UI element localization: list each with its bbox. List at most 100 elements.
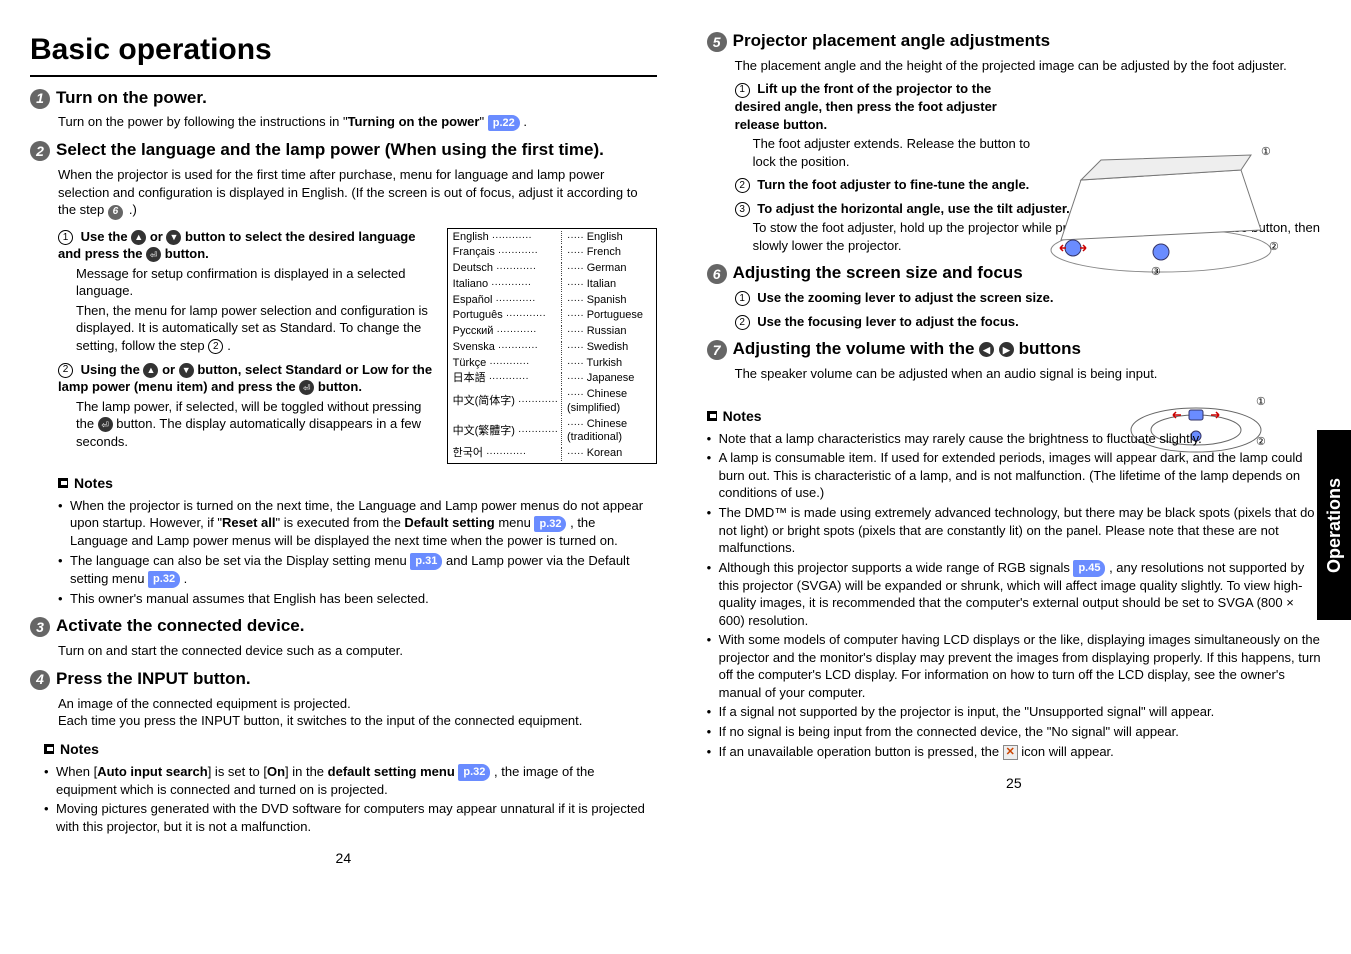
up-button-icon: ▲ bbox=[143, 363, 158, 378]
lang-native: Deutsch ············ bbox=[450, 262, 562, 276]
circled-2-icon: 2 bbox=[58, 363, 73, 378]
step-3-title: Activate the connected device. bbox=[56, 615, 304, 638]
note-item: The DMD™ is made using extremely advance… bbox=[707, 504, 1321, 557]
lang-native: Português ············ bbox=[450, 309, 562, 323]
lang-english: ····· French bbox=[564, 246, 654, 260]
lang-native: 中文(繁體字) ············ bbox=[450, 418, 562, 446]
step-4-p1: An image of the connected equipment is p… bbox=[58, 695, 657, 713]
lang-english: ····· Korean bbox=[564, 447, 654, 461]
step-2-intro: When the projector is used for the first… bbox=[58, 166, 657, 219]
substep-2: 2 Using the ▲ or ▼ button, select Standa… bbox=[58, 361, 439, 396]
note-item: Although this projector supports a wide … bbox=[707, 559, 1321, 630]
notes-heading: Notes bbox=[74, 474, 113, 493]
down-button-icon: ▼ bbox=[179, 363, 194, 378]
left-button-icon: ◀ bbox=[979, 342, 994, 357]
x-error-icon: ✕ bbox=[1003, 745, 1018, 760]
enter-button-icon: ⏎ bbox=[98, 417, 113, 432]
note-item: The language can also be set via the Dis… bbox=[58, 552, 657, 588]
substep-5-1: 1 Lift up the front of the projector to … bbox=[735, 80, 1035, 170]
lang-english: ····· Swedish bbox=[564, 341, 654, 355]
lang-native: Türkçe ············ bbox=[450, 357, 562, 371]
note-item: If an unavailable operation button is pr… bbox=[707, 743, 1321, 761]
substep-1: 1 Use the ▲ or ▼ button to select the de… bbox=[58, 228, 439, 263]
lang-english: ····· Turkish bbox=[564, 357, 654, 371]
svg-text:①: ① bbox=[1256, 396, 1266, 408]
note-item: This owner's manual assumes that English… bbox=[58, 590, 657, 608]
lang-native: Svenska ············ bbox=[450, 341, 562, 355]
page-ref-icon: p.31 bbox=[410, 553, 442, 570]
lang-native: 한국어 ············ bbox=[450, 447, 562, 461]
step-1-badge: 1 bbox=[30, 89, 50, 109]
enter-button-icon: ⏎ bbox=[299, 380, 314, 395]
note-item: If a signal not supported by the project… bbox=[707, 703, 1321, 721]
note-item: When the projector is turned on the next… bbox=[58, 497, 657, 550]
step-5-title: Projector placement angle adjustments bbox=[733, 30, 1050, 53]
lang-english: ····· Chinese (simplified) bbox=[564, 388, 654, 416]
lang-english: ····· Japanese bbox=[564, 372, 654, 386]
step-5-badge: 5 bbox=[707, 32, 727, 52]
step-6-badge: 6 bbox=[707, 264, 727, 284]
note-item: If no signal is being input from the con… bbox=[707, 723, 1321, 741]
page-ref-icon: p.32 bbox=[148, 571, 180, 588]
side-tab-operations: Operations bbox=[1317, 430, 1351, 620]
step-7-badge: 7 bbox=[707, 340, 727, 360]
notes-heading: Notes bbox=[60, 740, 99, 759]
up-button-icon: ▲ bbox=[131, 230, 146, 245]
lang-english: ····· Portuguese bbox=[564, 309, 654, 323]
page-number-right: 25 bbox=[707, 774, 1321, 793]
circled-1-icon: 1 bbox=[58, 230, 73, 245]
page-ref-icon: p.45 bbox=[1073, 560, 1105, 577]
lang-native: Italiano ············ bbox=[450, 278, 562, 292]
circled-2-ref-icon: 2 bbox=[208, 339, 223, 354]
step-7-title: Adjusting the volume with the ◀ ▶ button… bbox=[733, 338, 1081, 361]
circled-1-icon: 1 bbox=[735, 291, 750, 306]
step-6-title: Adjusting the screen size and focus bbox=[733, 262, 1023, 285]
substep-6-2: 2 Use the focusing lever to adjust the f… bbox=[735, 313, 1135, 331]
step-4-badge: 4 bbox=[30, 670, 50, 690]
language-table: English ················· EnglishFrançai… bbox=[447, 228, 657, 464]
notes-marker-icon bbox=[58, 478, 68, 488]
step-4-title: Press the INPUT button. bbox=[56, 668, 251, 691]
left-page: Basic operations 1 Turn on the power. Tu… bbox=[30, 30, 657, 868]
substep-2-p1: The lamp power, if selected, will be tog… bbox=[58, 398, 439, 451]
substep-5-2: 2 Turn the foot adjuster to fine-tune th… bbox=[735, 176, 1035, 194]
svg-text:③: ③ bbox=[1151, 266, 1161, 278]
notes-list-1: When the projector is turned on the next… bbox=[58, 497, 657, 608]
enter-button-icon: ⏎ bbox=[146, 247, 161, 262]
lang-native: Français ············ bbox=[450, 246, 562, 260]
note-item: Moving pictures generated with the DVD s… bbox=[44, 800, 657, 835]
lang-native: Español ············ bbox=[450, 294, 562, 308]
page-ref-icon: p.22 bbox=[488, 115, 520, 132]
circled-3-icon: 3 bbox=[735, 202, 750, 217]
step-4-p2: Each time you press the INPUT button, it… bbox=[58, 712, 657, 730]
down-button-icon: ▼ bbox=[166, 230, 181, 245]
right-button-icon: ▶ bbox=[999, 342, 1014, 357]
step-3-badge: 3 bbox=[30, 617, 50, 637]
substep-1-p1: Message for setup confirmation is displa… bbox=[58, 265, 439, 300]
notes-list-2: When [Auto input search] is set to [On] … bbox=[44, 763, 657, 836]
svg-text:①: ① bbox=[1261, 146, 1271, 158]
lang-english: ····· Spanish bbox=[564, 294, 654, 308]
step-1-title: Turn on the power. bbox=[56, 87, 207, 110]
circled-1-icon: 1 bbox=[735, 83, 750, 98]
notes-marker-icon bbox=[707, 411, 717, 421]
lang-english: ····· Chinese (traditional) bbox=[564, 418, 654, 446]
substep-6-1: 1 Use the zooming lever to adjust the sc… bbox=[735, 289, 1135, 307]
lang-english: ····· English bbox=[564, 231, 654, 245]
lang-native: English ············ bbox=[450, 231, 562, 245]
page-title: Basic operations bbox=[30, 30, 657, 77]
right-page: ① ② ③ ① ② 5 Projector placement angle ad… bbox=[707, 30, 1321, 868]
page-number-left: 24 bbox=[30, 849, 657, 868]
lang-english: ····· Italian bbox=[564, 278, 654, 292]
notes-list-right: Note that a lamp characteristics may rar… bbox=[707, 430, 1321, 760]
step-1-body: Turn on the power by following the instr… bbox=[58, 113, 657, 131]
note-item: Note that a lamp characteristics may rar… bbox=[707, 430, 1321, 448]
step-3-body: Turn on and start the connected device s… bbox=[58, 642, 657, 660]
substep-1-p2: Then, the menu for lamp power selection … bbox=[58, 302, 439, 355]
lang-native: 日本語 ············ bbox=[450, 372, 562, 386]
page-ref-icon: p.32 bbox=[458, 764, 490, 781]
svg-text:②: ② bbox=[1269, 241, 1279, 253]
note-item: With some models of computer having LCD … bbox=[707, 631, 1321, 701]
step-2-title: Select the language and the lamp power (… bbox=[56, 139, 604, 162]
circled-2-icon: 2 bbox=[735, 178, 750, 193]
